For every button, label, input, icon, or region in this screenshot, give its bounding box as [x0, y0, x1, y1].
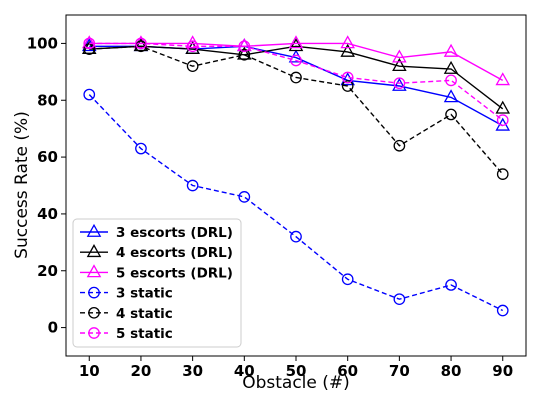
axes: 10 20 30 40 50 60 70 80 90 0 20 40 60 80 100 — [27, 14, 527, 380]
legend-label: 3 escorts (DRL) — [116, 225, 233, 241]
legend-box — [72, 218, 242, 348]
data-point — [445, 108, 457, 121]
x-tick-label: 20 — [131, 362, 152, 380]
x-tick-label: 10 — [79, 362, 100, 380]
data-point — [392, 49, 407, 63]
series-line — [89, 45, 504, 110]
y-tick-label: 60 — [37, 148, 58, 166]
data-point — [83, 37, 96, 50]
data-point — [237, 38, 252, 52]
x-tick-label: 60 — [337, 362, 358, 380]
plot-area — [81, 35, 511, 317]
data-point — [133, 38, 149, 52]
data-point — [340, 72, 355, 86]
legend-entry-4: 3 static — [80, 286, 173, 302]
data-point — [288, 35, 304, 49]
legend-entry-3: 5 escorts (DRL) — [80, 264, 233, 281]
data-point — [83, 43, 96, 55]
series-6 — [83, 37, 509, 126]
y-tick-label: 80 — [37, 91, 58, 109]
series-2 — [81, 38, 511, 114]
data-point — [238, 48, 251, 61]
data-point — [443, 60, 459, 74]
data-point — [290, 71, 302, 84]
legend-label: 5 escorts (DRL) — [116, 265, 233, 281]
y-axis-title: Success Rate (%) — [12, 111, 32, 259]
data-point — [341, 273, 354, 286]
data-point — [81, 35, 97, 49]
data-point — [393, 77, 406, 90]
legend-label: 4 escorts (DRL) — [116, 245, 233, 261]
y-tick-label: 0 — [48, 319, 58, 337]
data-point — [340, 35, 355, 49]
data-point — [290, 230, 302, 243]
data-point — [238, 40, 251, 53]
series-line — [88, 94, 504, 312]
legend-label: 4 static — [116, 306, 173, 322]
data-point — [496, 114, 509, 126]
data-point — [496, 304, 509, 317]
data-point — [445, 279, 457, 291]
data-point — [135, 142, 147, 155]
data-point — [393, 139, 406, 152]
data-point — [288, 38, 304, 52]
data-point — [290, 54, 302, 67]
x-tick-label: 80 — [441, 362, 462, 380]
data-point — [238, 191, 251, 203]
legend: 3 escorts (DRL) 4 escorts (DRL) 5 escorts … — [72, 218, 242, 348]
legend-entry-6: 5 static — [80, 326, 173, 342]
series-line — [89, 42, 504, 121]
data-point — [186, 179, 199, 192]
data-point — [393, 293, 406, 306]
legend-entry-1: 3 escorts (DRL) — [80, 223, 233, 241]
legend-marker — [88, 286, 100, 299]
x-tick-label: 30 — [182, 362, 203, 380]
x-tick-label: 40 — [234, 362, 255, 380]
data-point — [495, 72, 511, 86]
legend-entry-2: 4 escorts (DRL) — [80, 244, 233, 261]
data-point — [135, 40, 147, 53]
data-point — [135, 37, 147, 50]
legend-entry-5: 4 static — [80, 306, 173, 322]
data-point — [341, 71, 354, 84]
x-axis-title: Obstacle (#) — [242, 373, 350, 393]
data-point — [443, 43, 459, 57]
data-point — [83, 88, 96, 101]
data-point — [186, 60, 199, 73]
y-tick-label: 40 — [37, 205, 58, 223]
data-point — [445, 74, 457, 87]
legend-marker — [88, 306, 100, 319]
x-tick-label: 70 — [389, 362, 410, 380]
legend-marker — [86, 223, 102, 237]
data-point — [237, 46, 252, 60]
series-4 — [83, 88, 509, 317]
series-line — [89, 45, 504, 175]
y-tick-label: 20 — [37, 262, 58, 280]
series-5 — [83, 40, 509, 180]
data-point — [186, 40, 199, 53]
data-point — [341, 80, 354, 92]
data-point — [392, 57, 407, 72]
legend-label: 3 static — [116, 286, 173, 302]
y-tick-label: 100 — [27, 34, 58, 52]
x-tick-label: 50 — [286, 362, 307, 380]
x-tick-label: 90 — [492, 362, 513, 380]
legend-label: 5 static — [116, 326, 173, 342]
data-point — [495, 100, 511, 114]
legend-marker — [86, 244, 102, 258]
legend-marker — [88, 327, 100, 339]
data-point — [496, 168, 509, 180]
data-point — [340, 43, 355, 57]
legend-marker — [86, 264, 102, 278]
data-point — [392, 77, 407, 91]
series-line — [89, 42, 504, 82]
data-point — [443, 89, 459, 103]
